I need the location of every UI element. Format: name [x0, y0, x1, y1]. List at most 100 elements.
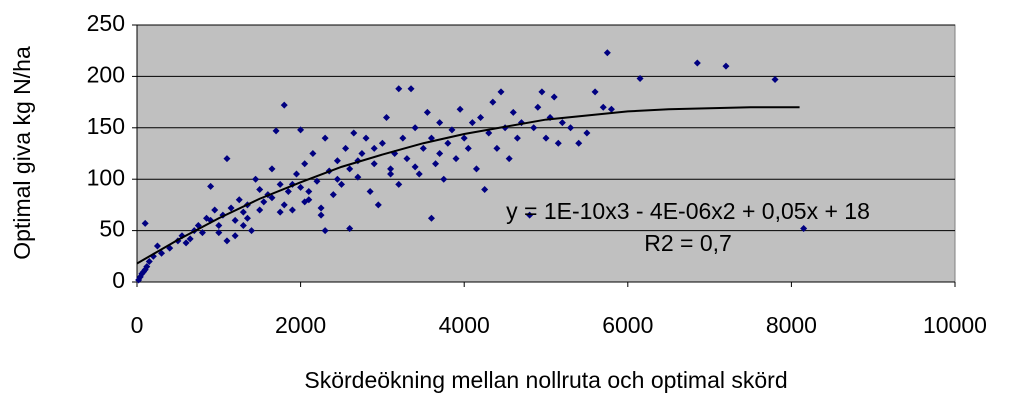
point: [268, 194, 276, 202]
point: [550, 93, 558, 101]
point: [280, 201, 288, 209]
point: [260, 198, 268, 206]
point: [198, 229, 206, 237]
x-tick-label: 8000: [766, 312, 817, 338]
point: [411, 163, 419, 171]
x-tick-label: 10000: [923, 312, 987, 338]
point: [317, 204, 325, 212]
point: [509, 108, 517, 116]
point: [248, 227, 256, 235]
point: [427, 134, 435, 142]
point: [374, 201, 382, 209]
x-tick-label: 0: [131, 312, 144, 338]
point: [321, 227, 329, 235]
point: [342, 144, 350, 152]
point: [460, 134, 468, 142]
point: [538, 88, 546, 96]
point: [436, 150, 444, 157]
y-tick-label: 250: [87, 10, 125, 36]
point: [415, 170, 423, 178]
point: [558, 119, 566, 127]
point: [317, 211, 325, 219]
point: [722, 62, 730, 70]
equation: y = 1E-10x3 - 4E-06x2 + 0,05x + 18: [506, 198, 870, 224]
point: [407, 85, 415, 93]
point: [301, 160, 309, 168]
plot-area: [136, 24, 956, 283]
point: [456, 105, 464, 113]
point: [350, 129, 358, 137]
point: [399, 134, 407, 142]
point: [448, 126, 456, 134]
point: [256, 206, 264, 214]
point: [423, 108, 431, 116]
point: [771, 75, 779, 83]
point: [235, 196, 243, 204]
point: [526, 211, 534, 219]
point: [800, 225, 808, 233]
point: [346, 225, 354, 233]
point: [207, 182, 215, 190]
r-squared: R2 = 0,7: [644, 230, 732, 256]
y-tick-label: 150: [87, 113, 125, 139]
point: [387, 170, 395, 178]
point: [427, 214, 435, 222]
point: [403, 155, 411, 163]
point: [239, 208, 247, 216]
point: [231, 216, 239, 224]
point: [583, 129, 591, 137]
point: [153, 242, 161, 250]
point: [599, 103, 607, 111]
point: [387, 165, 395, 173]
point: [297, 126, 305, 134]
point: [419, 144, 427, 152]
point: [591, 88, 599, 96]
point: [493, 144, 501, 152]
point: [239, 221, 247, 229]
point: [370, 144, 378, 152]
x-axis-label: Skördeökning mellan nollruta och optimal…: [304, 367, 787, 393]
point: [338, 180, 345, 188]
point: [534, 103, 542, 111]
point: [268, 165, 276, 173]
point: [333, 157, 341, 165]
point: [182, 239, 190, 247]
point: [370, 160, 378, 168]
point: [305, 188, 313, 196]
y-tick-label: 0: [112, 267, 125, 293]
point: [186, 235, 194, 243]
point: [215, 229, 223, 237]
point: [231, 232, 239, 240]
point: [141, 219, 149, 227]
point: [215, 221, 223, 229]
point: [276, 208, 284, 216]
point: [607, 105, 615, 113]
point: [321, 134, 329, 142]
point: [288, 206, 296, 214]
y-tick-label: 50: [99, 216, 125, 242]
point: [301, 198, 309, 206]
point: [432, 160, 440, 168]
point: [143, 263, 151, 271]
point: [366, 188, 374, 196]
point: [362, 134, 370, 142]
point: [693, 59, 701, 67]
point: [223, 155, 231, 163]
point: [411, 124, 419, 132]
point: [485, 129, 493, 137]
point: [603, 49, 611, 57]
point: [145, 257, 153, 265]
point: [252, 175, 260, 183]
point: [329, 191, 337, 199]
y-tick-label: 200: [87, 61, 125, 87]
point: [333, 175, 341, 183]
point: [313, 177, 321, 185]
point: [297, 183, 305, 191]
point: [276, 180, 284, 188]
point: [272, 127, 280, 135]
y-axis-label: Optimal giva kg N/ha: [9, 46, 35, 260]
point: [227, 204, 235, 212]
point: [354, 173, 362, 181]
point: [243, 214, 251, 222]
